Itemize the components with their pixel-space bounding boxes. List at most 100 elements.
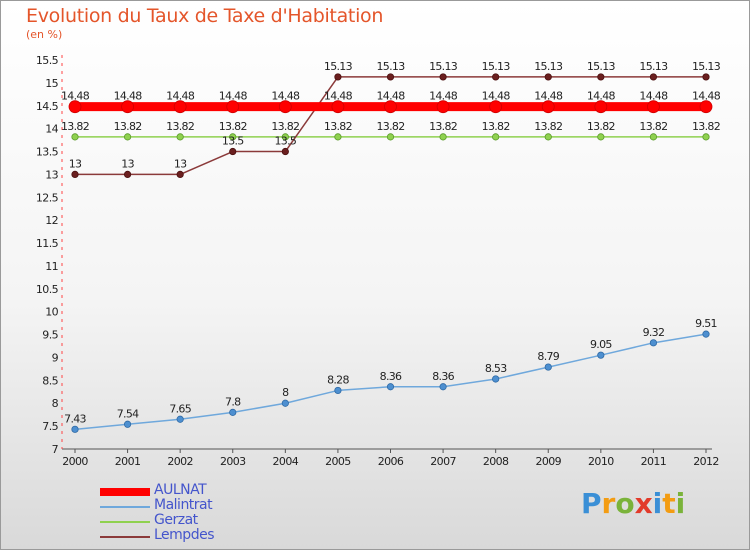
data-label-gerzat: 13.82 bbox=[166, 120, 194, 133]
legend-label: Gerzat bbox=[154, 512, 198, 528]
legend-swatch bbox=[100, 506, 150, 508]
legend-swatch bbox=[100, 521, 150, 523]
data-point-gerzat bbox=[597, 133, 605, 141]
data-point-malintrat bbox=[544, 363, 552, 371]
data-label-gerzat: 13.82 bbox=[429, 120, 457, 133]
data-point-malintrat bbox=[597, 351, 605, 359]
data-point-aulnat bbox=[436, 100, 450, 114]
legend-swatch bbox=[100, 488, 150, 496]
y-tick-label: 13 bbox=[45, 168, 58, 181]
x-tick-label: 2006 bbox=[378, 455, 404, 468]
legend-swatch bbox=[100, 536, 150, 538]
data-label-aulnat: 14.48 bbox=[377, 90, 406, 103]
y-tick-label: 12 bbox=[45, 214, 58, 227]
data-point-lempdes bbox=[544, 73, 552, 81]
logo-letter: P bbox=[581, 487, 602, 520]
data-point-malintrat bbox=[71, 425, 79, 433]
y-tick-label: 15.5 bbox=[36, 54, 59, 67]
data-point-lempdes bbox=[597, 73, 605, 81]
data-label-lempdes: 13 bbox=[121, 157, 134, 170]
legend-label: Malintrat bbox=[154, 497, 213, 513]
data-label-aulnat: 14.48 bbox=[61, 90, 90, 103]
data-point-aulnat bbox=[699, 100, 713, 114]
proxiti-logo: Proxiti bbox=[581, 487, 685, 520]
y-tick-label: 14 bbox=[45, 123, 58, 136]
data-point-malintrat bbox=[176, 415, 184, 423]
data-point-gerzat bbox=[649, 133, 658, 141]
data-label-lempdes: 15.13 bbox=[534, 60, 563, 73]
y-tick-label: 11 bbox=[45, 260, 58, 273]
data-point-aulnat bbox=[68, 100, 82, 114]
data-label-malintrat: 7.65 bbox=[169, 402, 191, 415]
data-point-malintrat bbox=[281, 399, 289, 407]
data-label-malintrat: 9.51 bbox=[695, 317, 717, 330]
data-label-malintrat: 7.43 bbox=[64, 412, 86, 425]
x-tick-label: 2005 bbox=[325, 455, 351, 468]
data-point-gerzat bbox=[386, 133, 395, 141]
data-label-gerzat: 13.82 bbox=[324, 120, 352, 133]
y-tick-label: 9 bbox=[52, 351, 59, 364]
data-point-lempdes bbox=[281, 147, 289, 156]
logo-letter: r bbox=[601, 487, 616, 520]
data-point-aulnat bbox=[121, 100, 134, 114]
data-point-gerzat bbox=[544, 133, 552, 141]
logo-letter: x bbox=[634, 487, 653, 520]
legend-label: Lempdes bbox=[154, 527, 215, 543]
y-tick-label: 7.5 bbox=[42, 420, 58, 433]
data-label-lempdes: 15.13 bbox=[692, 60, 721, 73]
data-point-gerzat bbox=[71, 133, 79, 141]
y-tick-label: 13.5 bbox=[36, 146, 59, 159]
chart-unit: (en %) bbox=[26, 28, 63, 41]
data-label-gerzat: 13.82 bbox=[377, 120, 405, 133]
y-tick-label: 12.5 bbox=[36, 191, 59, 204]
data-point-aulnat bbox=[489, 100, 503, 114]
data-point-gerzat bbox=[702, 133, 710, 141]
data-label-malintrat: 7.8 bbox=[225, 395, 241, 408]
x-tick-label: 2002 bbox=[167, 455, 193, 468]
x-tick-label: 2012 bbox=[693, 455, 719, 468]
data-point-aulnat bbox=[173, 100, 187, 114]
data-point-lempdes bbox=[439, 73, 447, 81]
data-point-lempdes bbox=[386, 73, 395, 81]
y-tick-label: 15 bbox=[45, 77, 58, 90]
data-point-malintrat bbox=[386, 383, 395, 391]
x-tick-label: 2007 bbox=[430, 455, 456, 468]
data-label-malintrat: 8 bbox=[282, 386, 289, 399]
data-label-aulnat: 14.48 bbox=[324, 90, 353, 103]
data-label-malintrat: 8.36 bbox=[380, 370, 402, 383]
data-label-gerzat: 13.82 bbox=[271, 120, 299, 133]
data-label-gerzat: 13.82 bbox=[534, 120, 562, 133]
data-point-aulnat bbox=[384, 100, 397, 114]
y-tick-label: 7 bbox=[52, 443, 59, 456]
x-tick-label: 2000 bbox=[62, 455, 88, 468]
data-label-malintrat: 9.32 bbox=[643, 326, 665, 339]
data-label-lempdes: 13 bbox=[69, 157, 82, 170]
data-point-malintrat bbox=[334, 386, 342, 395]
data-point-lempdes bbox=[334, 73, 342, 81]
data-label-aulnat: 14.48 bbox=[114, 90, 143, 103]
x-tick-label: 2009 bbox=[535, 455, 561, 468]
data-label-aulnat: 14.48 bbox=[166, 90, 195, 103]
data-label-lempdes: 13 bbox=[174, 157, 187, 170]
data-label-lempdes: 13.5 bbox=[274, 135, 296, 148]
data-label-aulnat: 14.48 bbox=[219, 90, 248, 103]
data-label-gerzat: 13.82 bbox=[482, 120, 510, 133]
data-point-malintrat bbox=[649, 339, 658, 347]
data-point-aulnat bbox=[331, 100, 345, 114]
data-point-aulnat bbox=[278, 100, 292, 114]
data-label-malintrat: 8.28 bbox=[327, 373, 349, 386]
data-point-malintrat bbox=[492, 375, 500, 383]
data-point-gerzat bbox=[176, 133, 184, 141]
data-label-aulnat: 14.48 bbox=[587, 90, 616, 103]
data-label-malintrat: 8.79 bbox=[537, 350, 559, 363]
data-point-lempdes bbox=[649, 73, 658, 81]
x-tick-label: 2011 bbox=[641, 455, 667, 468]
data-label-malintrat: 8.53 bbox=[485, 362, 507, 375]
x-tick-label: 2004 bbox=[273, 455, 299, 468]
data-label-gerzat: 13.82 bbox=[587, 120, 615, 133]
data-point-lempdes bbox=[71, 170, 79, 179]
data-point-aulnat bbox=[541, 100, 555, 114]
data-label-gerzat: 13.82 bbox=[639, 120, 667, 133]
data-point-gerzat bbox=[229, 133, 237, 141]
